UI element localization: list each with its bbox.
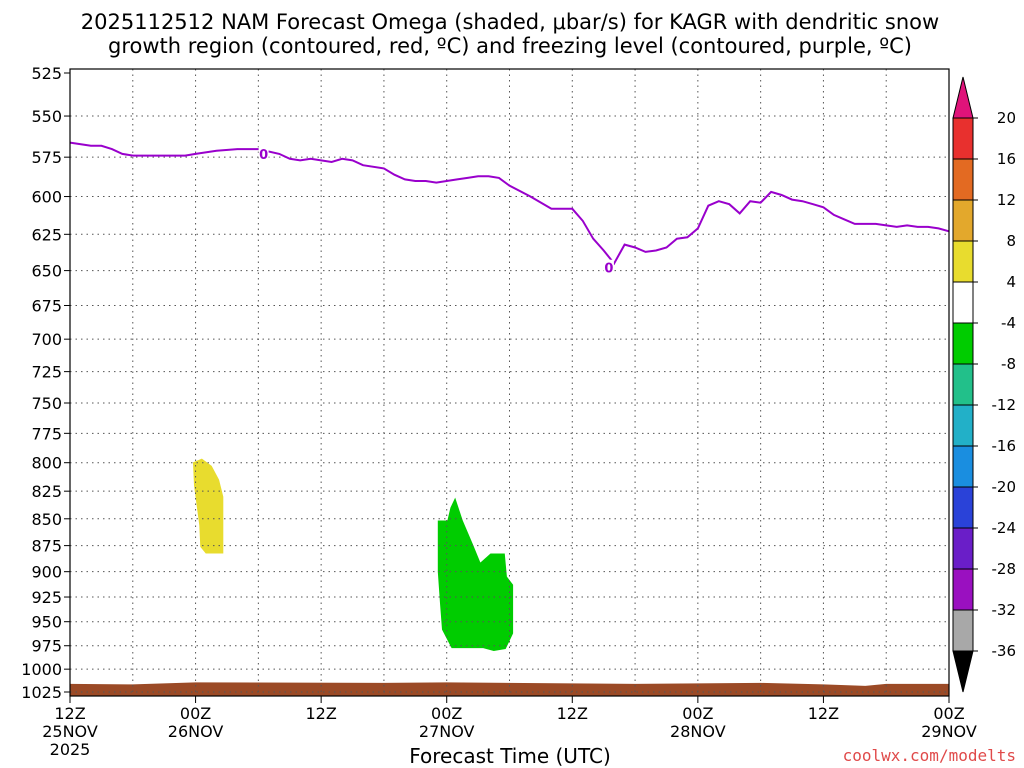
y-tick-label-775: 775 [31, 424, 62, 443]
freezing-level-line [69, 141, 950, 266]
x-tick-date-7: 29NOV [921, 722, 977, 741]
y-tick-label-975: 975 [31, 637, 62, 656]
y-tick-label-925: 925 [31, 588, 62, 607]
colorbar-box-7 [952, 363, 974, 406]
colorbar-label-9: -20 [992, 478, 1017, 496]
omega-region-0 [192, 458, 224, 554]
x-tick-date-1: 26NOV [168, 722, 224, 741]
colorbar-box-1 [952, 117, 974, 160]
colorbar-top-triangle [952, 76, 974, 119]
colorbar-box-11 [952, 527, 974, 570]
x-tick-label-6: 12Z [808, 704, 839, 723]
y-tick-label-550: 550 [31, 107, 62, 126]
colorbar-box-10 [952, 486, 974, 529]
y-tick-label-675: 675 [31, 297, 62, 316]
colorbar-label-8: -16 [992, 437, 1017, 455]
x-tick-date-0: 25NOV [42, 722, 98, 741]
colorbar-box-3 [952, 199, 974, 242]
y-tick-label-725: 725 [31, 363, 62, 382]
terrain-polygon [70, 682, 949, 696]
colorbar-box-9 [952, 445, 974, 488]
chart-title-line2: growth region (contoured, red, ºC) and f… [108, 34, 912, 58]
y-tick-label-900: 900 [31, 563, 62, 582]
colorbar-label-6: -8 [1001, 355, 1016, 373]
freezing-level-contour: 00 [69, 141, 950, 277]
colorbar-box-13 [952, 609, 974, 652]
freezing-level-label-0: 0 [259, 148, 268, 163]
colorbar-box-4 [952, 240, 974, 283]
y-tick-label-575: 575 [31, 148, 62, 167]
y-tick-label-525: 525 [31, 64, 62, 83]
omega-region-1 [437, 497, 514, 652]
colorbar-label-5: -4 [1001, 314, 1016, 332]
y-tick-label-800: 800 [31, 454, 62, 473]
y-tick-label-625: 625 [31, 225, 62, 244]
colorbar-label-11: -28 [992, 560, 1017, 578]
colorbar-label-0: 20 [997, 109, 1016, 127]
x-tick-label-5: 00Z [682, 704, 713, 723]
x-tick-label-3: 00Z [431, 704, 462, 723]
colorbar-label-3: 8 [1006, 232, 1016, 250]
y-tick-label-750: 750 [31, 394, 62, 413]
terrain-fill [70, 682, 949, 696]
y-tick-label-825: 825 [31, 482, 62, 501]
credit-text: coolwx.com/modelts [843, 746, 1016, 765]
colorbar-label-2: 12 [997, 191, 1016, 209]
colorbar: 20 16 12 8 4 -4 -8 -12 -16 -20 -24 -28 -32 -36 [952, 76, 1017, 693]
y-tick-label-700: 700 [31, 330, 62, 349]
freezing-level-label-1: 0 [604, 262, 613, 277]
x-tick-label-4: 12Z [557, 704, 588, 723]
y-tick-label-1000: 1000 [21, 660, 62, 679]
grid-lines [70, 69, 949, 696]
chart-title-line1: 2025112512 NAM Forecast Omega (shaded, μ… [81, 10, 939, 34]
x-tick-label-1: 00Z [180, 704, 211, 723]
y-tick-label-1025: 1025 [21, 683, 62, 702]
x-tick-date-3: 27NOV [419, 722, 475, 741]
colorbar-label-7: -12 [992, 396, 1017, 414]
colorbar-label-4: 4 [1006, 273, 1016, 291]
y-tick-label-950: 950 [31, 613, 62, 632]
colorbar-label-12: -32 [992, 601, 1017, 619]
freezing-label-bg-0 [258, 145, 269, 161]
freezing-label-bg-1 [603, 259, 614, 275]
x-tick-year-0: 2025 [50, 740, 91, 759]
x-tick-label-0: 12Z [54, 704, 85, 723]
y-tick-label-850: 850 [31, 510, 62, 529]
colorbar-label-10: -24 [992, 519, 1017, 537]
y-tick-label-875: 875 [31, 537, 62, 556]
omega-shading [192, 458, 514, 652]
colorbar-bottom-triangle [952, 650, 974, 693]
plot-frame [69, 68, 950, 697]
colorbar-box-12 [952, 568, 974, 611]
y-axis: 525 550 575 600 625 650 675 700 725 750 775 800 825 8… [21, 64, 70, 702]
colorbar-box-6 [952, 322, 974, 365]
x-tick-date-5: 28NOV [670, 722, 726, 741]
x-tick-label-2: 12Z [305, 704, 336, 723]
colorbar-box-8 [952, 404, 974, 447]
colorbar-label-1: 16 [997, 150, 1016, 168]
x-axis-label: Forecast Time (UTC) [409, 744, 611, 768]
colorbar-box-2 [952, 158, 974, 201]
y-tick-label-600: 600 [31, 188, 62, 207]
y-tick-label-650: 650 [31, 262, 62, 281]
colorbar-label-13: -36 [992, 642, 1017, 660]
colorbar-box-5 [952, 281, 974, 324]
x-tick-label-7: 00Z [933, 704, 964, 723]
